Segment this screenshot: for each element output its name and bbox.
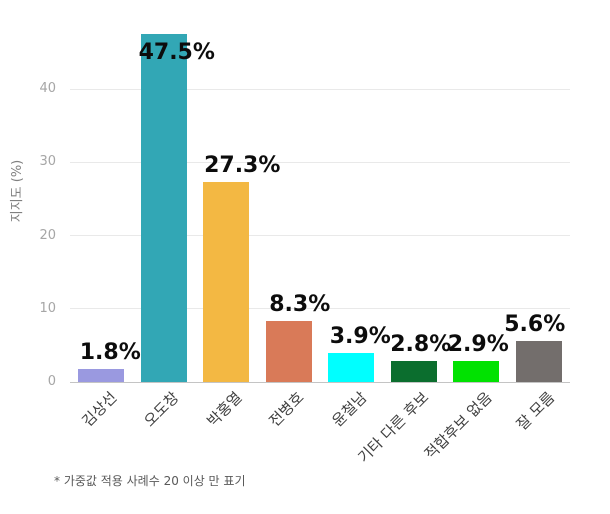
- bar-2: [140, 34, 187, 382]
- bar-8: [515, 340, 562, 382]
- bar-4: [265, 321, 312, 382]
- bar-value-label: 47.5%: [138, 40, 215, 66]
- gridline: [70, 161, 570, 163]
- bar-value-label: 5.6%: [504, 311, 566, 337]
- y-tick-label: 20: [39, 227, 56, 243]
- bar-7: [453, 360, 500, 382]
- category-label: 박홍열: [203, 388, 246, 431]
- chart-footnote: * 가중값 적용 사례수 20 이상 만 표기: [54, 474, 246, 488]
- gridline: [70, 88, 570, 90]
- category-label: 전병호: [265, 388, 308, 431]
- bar-1: [78, 368, 125, 382]
- bar-value-label: 8.3%: [269, 292, 331, 318]
- gridline: [70, 235, 570, 236]
- gridline: [70, 308, 570, 310]
- category-label: 오도창: [140, 388, 183, 431]
- x-axis-line: [70, 381, 570, 383]
- y-tick-label: 0: [47, 374, 56, 389]
- bar-6: [390, 361, 437, 382]
- bar-value-label: 2.9%: [447, 331, 509, 357]
- category-label: 잘 모름: [512, 388, 558, 434]
- category-label: 적합후보 없음: [420, 388, 496, 463]
- bar-value-label: 3.9%: [329, 324, 391, 350]
- bar-value-label: 27.3%: [204, 153, 281, 179]
- bar-value-label: 2.8%: [390, 332, 452, 358]
- y-tick-label: 30: [39, 154, 56, 170]
- category-label: 김상선: [78, 388, 121, 431]
- bar-value-label: 1.8%: [79, 339, 141, 365]
- bar-5: [328, 353, 375, 382]
- y-tick-label: 10: [39, 300, 56, 316]
- y-tick-label: 40: [39, 81, 56, 96]
- category-label: 윤철남: [328, 388, 371, 431]
- bar-3: [203, 182, 250, 382]
